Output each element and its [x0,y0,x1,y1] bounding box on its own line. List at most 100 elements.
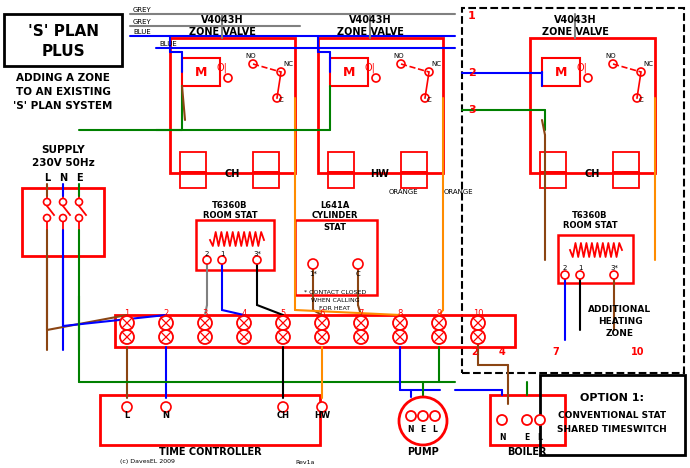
Text: BLUE: BLUE [133,29,150,35]
Circle shape [372,74,380,82]
Circle shape [253,256,261,264]
Text: NO: NO [246,53,256,59]
Circle shape [393,316,407,330]
Circle shape [430,411,440,421]
Circle shape [249,60,257,68]
Text: HEATING: HEATING [598,317,642,327]
Text: 2: 2 [205,251,209,257]
Circle shape [159,316,173,330]
Text: NC: NC [643,61,653,67]
Text: 2: 2 [472,347,478,357]
Circle shape [354,316,368,330]
Text: 7: 7 [553,347,560,357]
Circle shape [276,330,290,344]
Circle shape [576,271,584,279]
Bar [542,58,580,86]
Bar [180,152,206,172]
Text: 1: 1 [468,11,475,21]
Bar [540,152,566,172]
Text: M: M [343,66,355,79]
Text: V4043H: V4043H [348,15,391,25]
Text: (c) DavesEL 2009: (c) DavesEL 2009 [120,460,175,465]
Circle shape [198,330,212,344]
Circle shape [308,259,318,269]
Text: CH: CH [224,169,239,179]
Text: TIME CONTROLLER: TIME CONTROLLER [159,447,262,457]
Bar [462,8,684,373]
Circle shape [637,68,645,76]
Circle shape [561,271,569,279]
Bar [182,58,220,86]
Circle shape [277,68,285,76]
Text: E: E [524,432,530,441]
Bar [401,172,427,188]
Circle shape [397,60,405,68]
Text: ADDING A ZONE: ADDING A ZONE [16,73,110,83]
Text: CONVENTIONAL STAT: CONVENTIONAL STAT [558,411,666,421]
Text: SHARED TIMESWITCH: SHARED TIMESWITCH [557,425,667,434]
Text: C: C [355,271,360,277]
Circle shape [633,94,641,102]
Text: O|: O| [577,63,587,73]
Circle shape [418,411,428,421]
Text: M: M [195,66,207,79]
Text: V4043H: V4043H [201,15,244,25]
Circle shape [59,198,66,205]
Text: HW: HW [371,169,389,179]
Text: 8: 8 [397,308,403,317]
Text: STAT: STAT [324,222,346,232]
Text: CH: CH [277,410,290,419]
Text: OPTION 1:: OPTION 1: [580,393,644,403]
Text: FOR HEAT: FOR HEAT [319,306,351,310]
Circle shape [432,316,446,330]
Text: N: N [408,424,414,433]
Text: CYLINDER: CYLINDER [312,212,358,220]
Circle shape [471,330,485,344]
Text: M: M [555,66,567,79]
Text: O|: O| [217,63,228,73]
Circle shape [122,402,132,412]
Text: SUPPLY: SUPPLY [41,145,85,155]
Text: E: E [420,424,426,433]
Circle shape [353,259,363,269]
Bar [253,152,279,172]
Circle shape [75,214,83,221]
Text: N: N [59,173,67,183]
Circle shape [203,256,211,264]
Text: N: N [163,410,170,419]
Text: ORANGE: ORANGE [444,189,473,195]
Text: C: C [639,97,643,103]
Text: ORANGE: ORANGE [389,189,419,195]
Text: 1: 1 [124,308,130,317]
Bar [330,58,368,86]
Text: C: C [279,97,284,103]
Bar [530,38,655,173]
Text: 7: 7 [358,308,364,317]
Text: 3: 3 [468,105,475,115]
Text: 'S' PLAN: 'S' PLAN [28,24,99,39]
Circle shape [584,74,592,82]
Text: O|: O| [364,63,375,73]
Text: 2: 2 [563,265,567,271]
Bar [4,14,122,66]
Bar [401,152,427,172]
Text: NC: NC [283,61,293,67]
Bar [196,220,274,270]
Circle shape [120,316,134,330]
Bar [170,38,295,173]
Bar [295,220,377,295]
Text: 10: 10 [631,347,644,357]
Text: 230V 50Hz: 230V 50Hz [32,158,95,168]
Text: NC: NC [431,61,441,67]
Text: BOILER: BOILER [507,447,546,457]
Text: 2: 2 [468,68,475,78]
Circle shape [278,402,288,412]
Bar [253,172,279,188]
Circle shape [43,198,50,205]
Bar [100,395,320,445]
Circle shape [315,330,329,344]
Circle shape [273,94,281,102]
Circle shape [354,330,368,344]
Bar [328,172,354,188]
Bar [613,152,639,172]
